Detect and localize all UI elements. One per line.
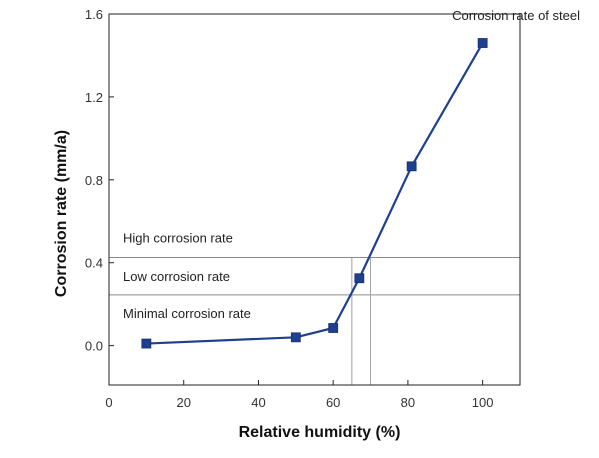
y-tick-label-2: 0.8 (85, 173, 103, 188)
y-axis: 0.0 0.4 0.8 1.2 1.6 (85, 7, 114, 354)
data-point-0-3 (354, 273, 365, 284)
x-tick-label-3: 60 (326, 395, 340, 410)
zone-label-high: High corrosion rate (123, 231, 233, 246)
zone-label-minimal: Minimal corrosion rate (123, 306, 251, 321)
y-tick-label-3: 1.2 (85, 90, 103, 105)
threshold-zones (109, 257, 520, 296)
x-axis-label: Relative humidity (%) (239, 424, 401, 441)
x-tick-label-4: 80 (401, 395, 415, 410)
x-axis: 0 20 40 60 80 100 (105, 380, 493, 410)
data-point-0-1 (290, 332, 301, 343)
series-group (141, 38, 488, 349)
y-tick-label-1: 0.4 (85, 256, 103, 271)
zone-label-low: Low corrosion rate (123, 269, 230, 284)
plot-frame (108, 13, 521, 386)
x-tick-label-2: 40 (251, 395, 265, 410)
chart-title: Corrosion rate of steel (452, 8, 580, 23)
x-tick-label-1: 20 (176, 395, 190, 410)
y-axis-label: Corrosion rate (mm/a) (53, 130, 70, 297)
x-tick-label-5: 100 (472, 395, 494, 410)
x-tick-label-0: 0 (105, 395, 112, 410)
data-point-0-2 (328, 323, 339, 333)
data-point-0-4 (406, 161, 417, 172)
data-point-0-5 (477, 38, 488, 48)
series-line-0 (146, 42, 484, 345)
data-point-0-0 (141, 338, 152, 349)
y-tick-label-0: 0.0 (85, 339, 103, 354)
y-tick-label-4: 1.6 (85, 7, 103, 22)
drop-lines (351, 257, 372, 385)
